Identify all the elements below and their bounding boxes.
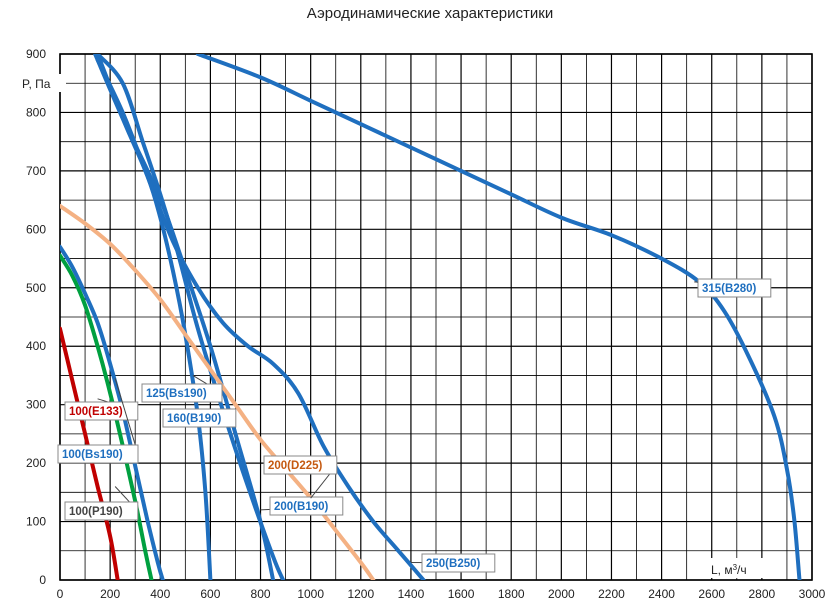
series-line-100-bs190: [60, 244, 165, 580]
chart-title: Аэродинамические характеристики: [307, 5, 553, 22]
series-label: 200(B190): [260, 496, 344, 516]
x-tick-label: 2200: [598, 587, 625, 601]
series-label: 160(B190): [162, 408, 237, 428]
y-tick-label: 800: [26, 105, 46, 119]
y-axis-label: P, Па: [22, 77, 51, 91]
series-line-100-p190: [60, 253, 154, 580]
series-line-250-b250: [95, 57, 426, 580]
series-line-315-b280: [195, 54, 802, 580]
series-label-text: 100(E133): [69, 406, 123, 418]
grid: [59, 53, 813, 581]
series-label: 250(B250): [410, 553, 496, 573]
x-tick-label: 1400: [398, 587, 425, 601]
series-label: 125(Bs190): [141, 375, 223, 403]
x-tick-label: 1200: [347, 587, 374, 601]
series-label: 100(Bs190): [57, 378, 139, 464]
x-tick-label: 800: [251, 587, 271, 601]
series-label: 200(D225): [263, 455, 338, 499]
x-axis-title: L, м3/ч: [705, 558, 767, 578]
y-tick-label: 0: [39, 573, 46, 587]
y-tick-label: 300: [26, 398, 46, 412]
y-tick-label: 400: [26, 339, 46, 353]
series-label-text: 100(Bs190): [62, 449, 123, 461]
x-tick-label: 1800: [498, 587, 525, 601]
plot-frame: [59, 53, 813, 581]
series-labels: 100(E133) 100(P190) 100(Bs190) 125(Bs190) 16…: [57, 278, 772, 573]
series-label: 100(P190): [64, 486, 139, 521]
series-label-text: 315(B280): [702, 283, 757, 295]
y-tick-label: 200: [26, 456, 46, 470]
x-tick-label: 1000: [297, 587, 324, 601]
x-axis-label: L, м3/ч: [711, 563, 747, 578]
series-line-200-b190: [95, 54, 286, 580]
series-label-text: 160(B190): [167, 413, 222, 425]
x-tick-label: 2600: [698, 587, 725, 601]
y-tick-label: 100: [26, 515, 46, 529]
series-label: 100(E133): [64, 398, 139, 421]
series-label-text: 100(P190): [69, 506, 123, 518]
x-tick-label: 400: [150, 587, 170, 601]
x-tick-label: 3000: [799, 587, 826, 601]
y-tick-label: 600: [26, 222, 46, 236]
series-line-200-d225: [60, 204, 376, 580]
series-label-text: 200(B190): [274, 501, 329, 513]
x-tick-label: 1600: [448, 587, 475, 601]
series-label-text: 250(B250): [426, 558, 481, 570]
tick-labels: 0 200 400 600 800 1000 1200 1400 1600 1800 2000 220…: [26, 47, 826, 601]
x-tick-label: 2800: [749, 587, 776, 601]
series-label-text: 125(Bs190): [146, 388, 207, 400]
series-label-text: 200(D225): [268, 460, 323, 472]
y-axis-title: P, Па: [18, 74, 66, 92]
x-tick-label: 200: [100, 587, 120, 601]
x-tick-label: 2000: [548, 587, 575, 601]
y-tick-label: 500: [26, 281, 46, 295]
x-tick-label: 0: [57, 587, 64, 601]
series-label: 315(B280): [694, 278, 772, 298]
y-tick-label: 900: [26, 47, 46, 61]
x-tick-label: 2400: [648, 587, 675, 601]
y-tick-label: 700: [26, 164, 46, 178]
x-tick-label: 600: [200, 587, 220, 601]
series-layer: [60, 54, 802, 580]
